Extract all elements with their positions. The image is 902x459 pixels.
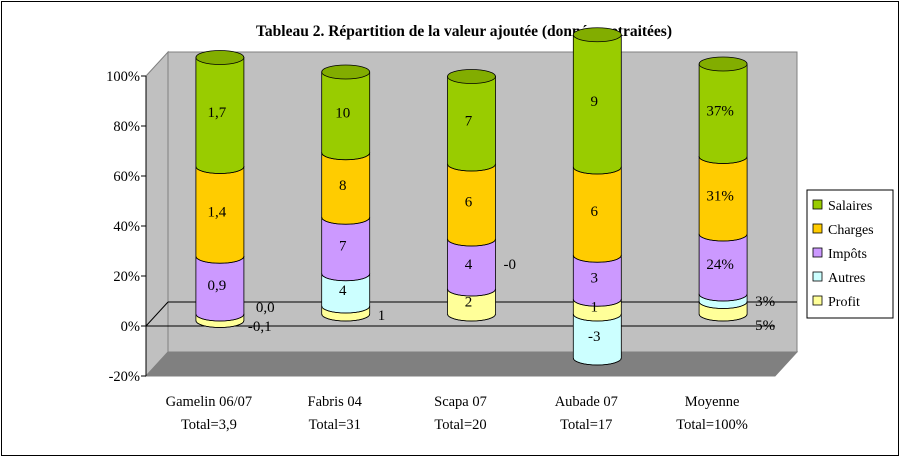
segment-edge (572, 313, 622, 322)
x-tick-label: Fabris 04 (308, 394, 363, 410)
legend-swatch (812, 247, 823, 258)
segment-edge (321, 273, 371, 282)
data-label: -0 (504, 257, 517, 273)
data-label: 3 (591, 270, 599, 286)
y-tick-label: 20% (113, 269, 140, 285)
x-tick-label: Scapa 07 (434, 394, 487, 410)
data-label: 7 (465, 113, 473, 129)
x-tick-total: Total=3,9 (181, 417, 237, 433)
y-tick-label: 60% (113, 169, 140, 185)
segment-edge (195, 313, 245, 322)
x-tick-label: Aubade 07 (555, 394, 618, 410)
data-label: 8 (339, 178, 347, 194)
segment-edge (447, 163, 496, 172)
bar-cap (447, 69, 496, 84)
y-tick-label: 0% (121, 319, 140, 335)
segment-edge (698, 293, 748, 302)
legend-swatch (812, 199, 823, 210)
segment-edge (195, 320, 245, 328)
y-tick-label: 40% (113, 219, 140, 235)
legend-item-profit: Profit (828, 295, 860, 310)
bar-stack: 5% 3% 24% 31% 37% (698, 56, 775, 334)
legend-swatch (812, 295, 823, 306)
data-label: 5% (755, 318, 775, 334)
legend-item-autres: Autres (828, 271, 865, 286)
segment-edge (447, 313, 496, 322)
data-label: 6 (591, 204, 599, 220)
x-tick-total: Total=17 (560, 417, 612, 433)
data-label: 6 (465, 195, 473, 211)
data-label: 0,9 (208, 278, 227, 294)
bar-cap (321, 64, 371, 80)
data-label: 0,0 (256, 300, 275, 316)
bar-stack: 1 -3 3 6 9 (572, 27, 622, 366)
data-label: 24% (706, 257, 734, 273)
segment-edge (572, 299, 622, 307)
y-axis: -20% 0% 20% 40% 60% 80% 100% (106, 69, 147, 385)
segment-edge (572, 255, 622, 263)
x-tick-total: Total=20 (434, 417, 486, 433)
legend-swatch (812, 223, 823, 234)
data-label: -0,1 (248, 319, 272, 335)
segment-edge (195, 166, 245, 174)
x-tick-total: Total=100% (676, 417, 748, 433)
bar-stack: 2 -0 4 6 7 (447, 69, 517, 322)
data-label: 10 (335, 105, 350, 121)
x-axis: Gamelin 06/07 Total=3,9 Fabris 04 Total=31 S… (166, 394, 748, 433)
data-label: -3 (588, 329, 601, 345)
segment-edge (195, 256, 245, 264)
zero-line-side (145, 301, 169, 327)
chart-title: Tableau 2. Répartition de la valeur ajou… (256, 23, 672, 40)
legend-item-impôts: Impôts (828, 247, 867, 262)
x-tick-label: Gamelin 06/07 (166, 394, 253, 410)
x-tick-total: Total=31 (309, 417, 361, 433)
y-tick-label: 80% (113, 119, 140, 135)
data-label: 37% (706, 103, 734, 119)
side-wall (145, 50, 169, 378)
segment-edge (698, 313, 748, 322)
segment-edge (698, 156, 748, 164)
bar-cap (698, 56, 748, 72)
data-label: 4 (339, 283, 347, 299)
x-tick-label: Moyenne (685, 394, 740, 410)
segment-edge (321, 217, 371, 225)
data-label: 1,4 (208, 204, 227, 220)
segment-edge (321, 152, 371, 161)
segment-edge (447, 288, 496, 297)
segment-edge (698, 301, 748, 309)
data-label: 1,7 (208, 105, 227, 121)
segment-edge (321, 313, 371, 322)
bar-cap (195, 50, 245, 65)
data-label: 3% (755, 294, 775, 310)
legend: Salaires Charges Impôts Autres Profit (806, 189, 894, 319)
segment-edge (572, 357, 622, 366)
legend-item-charges: Charges (828, 223, 874, 238)
data-label: 2 (465, 295, 473, 311)
bar-stack: 1 4 7 8 10 (321, 64, 386, 324)
data-label: 9 (591, 94, 599, 110)
legend-swatch (812, 271, 823, 282)
segment-edge (321, 305, 371, 314)
data-label: 7 (339, 239, 347, 255)
data-label: 31% (706, 188, 734, 204)
segment-edge (698, 233, 748, 242)
segment-edge (572, 166, 622, 175)
y-tick-label: -20% (109, 369, 140, 385)
bar-stack: -0,1 0,0 0,9 1,4 1,7 (195, 50, 275, 335)
data-label: 1 (591, 300, 599, 316)
bar-cap (572, 27, 622, 43)
data-label: 4 (465, 257, 473, 273)
y-tick-label: 100% (106, 69, 140, 85)
data-label: 1 (378, 308, 386, 324)
bars: -0,1 0,0 0,9 1,4 1,7 1 4 7 8 10 2 -0 4 6 7 1 -3 3 6 9 5% 3% 24… (195, 27, 775, 366)
floor (144, 351, 799, 377)
segment-edge (447, 238, 496, 247)
legend-item-salaires: Salaires (828, 199, 872, 214)
